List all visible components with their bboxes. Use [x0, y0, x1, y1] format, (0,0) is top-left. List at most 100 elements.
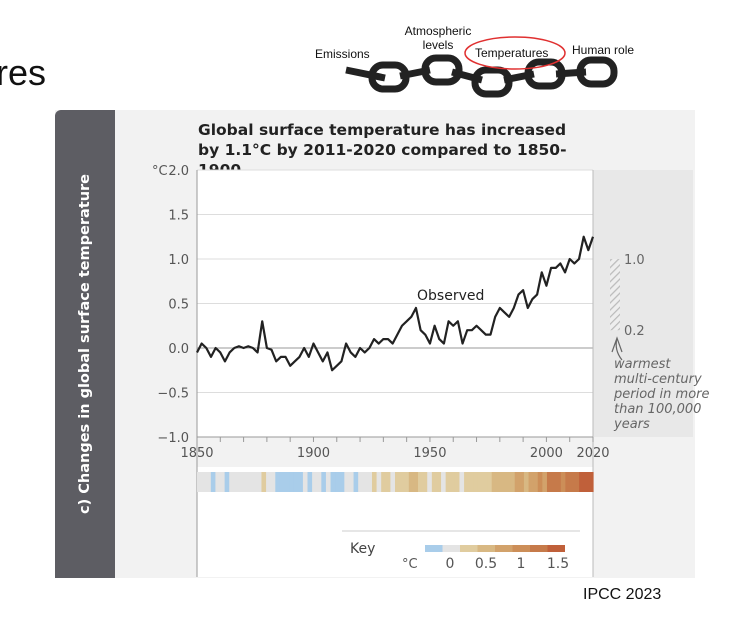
- warming-stripe: [197, 472, 203, 492]
- key-unit: °C: [402, 557, 418, 572]
- warming-stripe: [441, 472, 447, 492]
- chain-illustration: [345, 36, 618, 98]
- warming-stripe: [565, 472, 571, 492]
- warming-stripe: [247, 472, 253, 492]
- warming-stripe: [381, 472, 387, 492]
- warming-stripe: [533, 472, 539, 492]
- arrow-icon: [611, 336, 623, 361]
- warming-stripe: [422, 472, 428, 492]
- warming-stripe: [215, 472, 221, 492]
- warming-stripe: [293, 472, 299, 492]
- key-swatch: [460, 545, 478, 552]
- warming-stripe: [348, 472, 355, 492]
- warming-stripe: [588, 472, 594, 492]
- warming-stripe: [266, 472, 272, 492]
- range-low-label: 0.2: [624, 324, 645, 339]
- warming-stripe: [537, 472, 543, 492]
- warming-stripe: [339, 472, 345, 492]
- warming-stripe: [371, 472, 378, 492]
- warming-stripe: [491, 472, 497, 492]
- figure-sidebar: [55, 110, 115, 578]
- warming-stripe: [528, 472, 534, 492]
- warming-stripe: [298, 472, 304, 492]
- x-tick-label: 1900: [297, 446, 330, 461]
- key-tick-label: 0: [446, 556, 455, 572]
- warming-stripe: [454, 472, 461, 492]
- warming-stripe: [427, 472, 433, 492]
- y-tick-label: 0.0: [168, 342, 189, 357]
- warming-stripe: [261, 472, 267, 492]
- warming-stripe: [496, 472, 502, 492]
- warming-stripe: [220, 472, 226, 492]
- warming-stripe: [404, 472, 410, 492]
- warming-stripe: [321, 472, 327, 492]
- chain-label-temperatures: Temperatures: [475, 46, 549, 60]
- y-tick-label: 0.5: [168, 298, 189, 313]
- warming-stripe: [353, 472, 359, 492]
- warming-stripe: [358, 472, 364, 492]
- chain-label-human-role: Human role: [572, 43, 635, 57]
- warming-stripe: [289, 472, 295, 492]
- warming-stripe: [399, 472, 405, 492]
- warming-stripe: [408, 472, 415, 492]
- warming-stripe: [464, 472, 470, 492]
- warming-stripe: [510, 472, 516, 492]
- warming-stripe: [229, 472, 235, 492]
- warming-stripe: [307, 472, 313, 492]
- warming-stripe: [583, 472, 589, 492]
- warming-stripe: [238, 472, 244, 492]
- warming-stripe: [468, 472, 474, 492]
- y-axis-label: °C: [152, 164, 168, 179]
- chart-title: Global surface temperature has increased…: [198, 121, 567, 179]
- warming-stripe: [579, 472, 585, 492]
- warming-stripe: [574, 472, 580, 492]
- warming-stripe: [224, 472, 230, 492]
- warming-stripe: [270, 472, 276, 492]
- y-tick-label: −1.0: [157, 431, 189, 446]
- warming-stripe: [325, 472, 332, 492]
- warming-stripe: [514, 472, 520, 492]
- warming-stripe: [395, 472, 401, 492]
- key-swatch: [530, 545, 548, 552]
- warming-stripe: [256, 472, 263, 492]
- warming-stripe: [390, 472, 396, 492]
- warming-stripe: [312, 472, 318, 492]
- chain-link: [345, 66, 386, 82]
- warming-stripe: [459, 472, 465, 492]
- key-label: Key: [350, 541, 375, 557]
- key-swatch: [442, 545, 460, 552]
- x-tick-label: 1950: [413, 446, 446, 461]
- key-swatch: [547, 545, 565, 552]
- highlight-ellipse: [464, 36, 566, 70]
- warming-stripe: [344, 472, 350, 492]
- warming-stripe: [233, 472, 240, 492]
- warming-stripe: [487, 472, 493, 492]
- x-tick-label: 2020: [576, 446, 609, 461]
- warming-stripe: [316, 472, 322, 492]
- warming-stripe: [542, 472, 548, 492]
- warming-stripe: [210, 472, 217, 492]
- warming-stripe: [569, 472, 576, 492]
- key-tick-label: 1.5: [547, 556, 569, 572]
- annotation-area: [593, 170, 693, 437]
- warming-stripe: [436, 472, 442, 492]
- y-tick-label: 1.5: [168, 209, 189, 224]
- warming-stripe: [473, 472, 479, 492]
- warming-stripe: [551, 472, 557, 492]
- warming-stripe: [362, 472, 368, 492]
- chain-label-atmospheric: Atmospheric levels: [404, 24, 472, 52]
- warming-stripe: [376, 472, 382, 492]
- warming-stripe: [523, 472, 530, 492]
- x-tick-label: 2000: [530, 446, 563, 461]
- credit: IPCC 2023: [583, 586, 662, 603]
- warming-stripe: [243, 472, 249, 492]
- warming-stripe: [201, 472, 207, 492]
- y-tick-label: −0.5: [157, 387, 189, 402]
- warming-stripe: [450, 472, 456, 492]
- warming-stripe: [431, 472, 438, 492]
- warming-stripe: [284, 472, 290, 492]
- warming-stripe: [505, 472, 511, 492]
- warming-stripe: [335, 472, 341, 492]
- observed-label: Observed: [417, 288, 484, 304]
